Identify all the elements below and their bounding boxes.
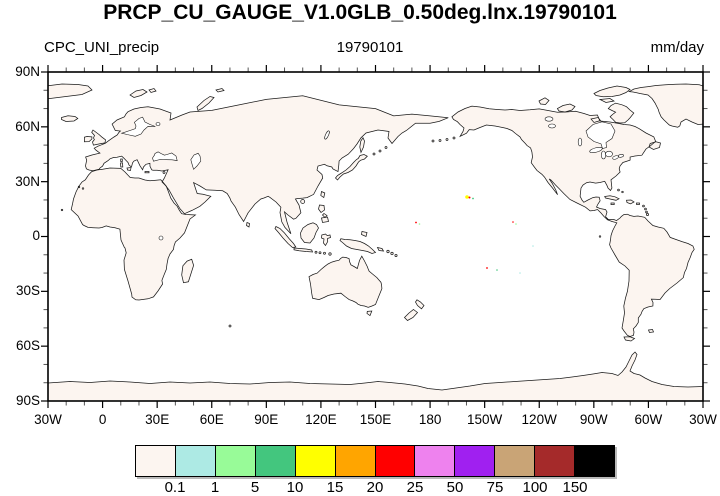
colorbar-tick-label: 0.1 [164, 479, 186, 496]
lat-tick-label: 60N [15, 119, 40, 134]
lon-tick-label: 90W [579, 412, 608, 427]
map-area [48, 72, 703, 401]
lon-tick-label: 30W [689, 412, 717, 427]
units-label: mm/day [650, 39, 704, 56]
colorbar-cell [214, 446, 255, 476]
lat-tick-label: 30S [15, 283, 40, 298]
lon-tick-label: 120E [305, 412, 337, 427]
colorbar-tick-label: 1 [210, 479, 220, 496]
ocean-specks [415, 195, 534, 274]
plot-frame [47, 71, 704, 402]
colorbar-tick-label: 75 [486, 479, 504, 496]
colorbar-cell [136, 446, 175, 476]
colorbar-cell [534, 446, 575, 476]
lat-tick-label: 90N [15, 64, 40, 79]
dataset-label: CPC_UNI_precip [44, 39, 160, 56]
lat-tick-label: 90S [15, 393, 40, 408]
colorbar-tick-label: 50 [446, 479, 464, 496]
lon-tick-label: 60E [199, 412, 224, 427]
colorbar-cell [374, 446, 415, 476]
lon-tick-label: 0 [98, 412, 107, 427]
date-label: 19790101 [336, 39, 404, 56]
lon-tick-label: 90E [254, 412, 279, 427]
colorbar-cell [334, 446, 375, 476]
lon-tick-label: 30E [145, 412, 170, 427]
lon-tick-label: 150W [466, 412, 503, 427]
colorbar-cell [414, 446, 455, 476]
lon-tick-label: 180 [418, 412, 442, 427]
colorbar-tick-label: 150 [562, 479, 588, 496]
colorbar [135, 445, 615, 477]
lon-tick-label: 120W [521, 412, 557, 427]
colorbar-cell [494, 446, 535, 476]
colorbar-cell [454, 446, 495, 476]
colorbar-tick-label: 5 [250, 479, 260, 496]
colorbar-cell [254, 446, 295, 476]
colorbar-cell [294, 446, 335, 476]
colorbar-tick-label: 10 [286, 479, 304, 496]
lon-tick-label: 30W [34, 412, 62, 427]
colorbar-tick-label: 15 [326, 479, 344, 496]
colorbar-tick-label: 20 [366, 479, 384, 496]
colorbar-cell [574, 446, 615, 476]
lon-tick-label: 150E [359, 412, 392, 427]
lakes [120, 116, 624, 241]
lon-tick-label: 60W [634, 412, 663, 427]
colorbar-tick-label: 25 [406, 479, 424, 496]
lat-tick-label: 30N [15, 174, 40, 189]
colorbar-cell [174, 446, 215, 476]
lat-tick-label: 0 [32, 228, 40, 243]
page-title: PRCP_CU_GAUGE_V1.0GLB_0.50deg.lnx.197901… [103, 1, 617, 24]
lat-tick-label: 60S [15, 338, 40, 353]
colorbar-tick-label: 100 [522, 479, 548, 496]
